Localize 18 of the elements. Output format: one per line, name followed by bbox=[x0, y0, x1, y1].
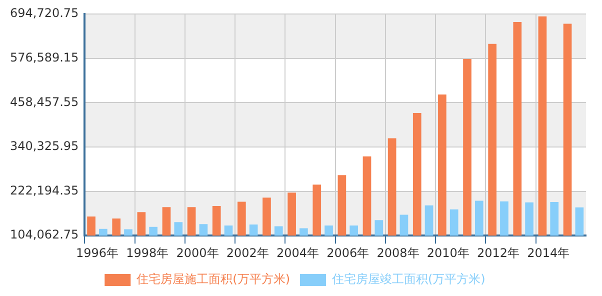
legend-label: 住宅房屋施工面积(万平方米) bbox=[136, 272, 290, 286]
y-tick-label: 458,457.55 bbox=[10, 94, 79, 109]
x-tick-label: 2008年 bbox=[376, 246, 420, 260]
x-tick-label: 2012年 bbox=[477, 246, 520, 260]
x-tick-label: 1996年 bbox=[76, 246, 119, 260]
legend-label: 住宅房屋竣工面积(万平方米) bbox=[331, 272, 486, 286]
x-tick-label: 2010年 bbox=[426, 246, 470, 260]
x-tick-label: 2002年 bbox=[226, 246, 269, 260]
x-tick-label: 2006年 bbox=[326, 246, 370, 260]
y-tick-label: 104,062.75 bbox=[10, 228, 79, 242]
x-tick-label: 2014年 bbox=[527, 246, 570, 260]
y-tick-label: 576,589.15 bbox=[10, 50, 79, 64]
x-tick-label: 2000年 bbox=[176, 246, 219, 260]
x-tick-label: 1998年 bbox=[126, 246, 169, 260]
y-tick-label: 340,325.95 bbox=[10, 139, 79, 154]
y-tick-label: 222,194.35 bbox=[10, 183, 79, 198]
y-tick-label: 694,720.75 bbox=[10, 6, 79, 20]
x-tick-label: 2004年 bbox=[276, 246, 320, 260]
